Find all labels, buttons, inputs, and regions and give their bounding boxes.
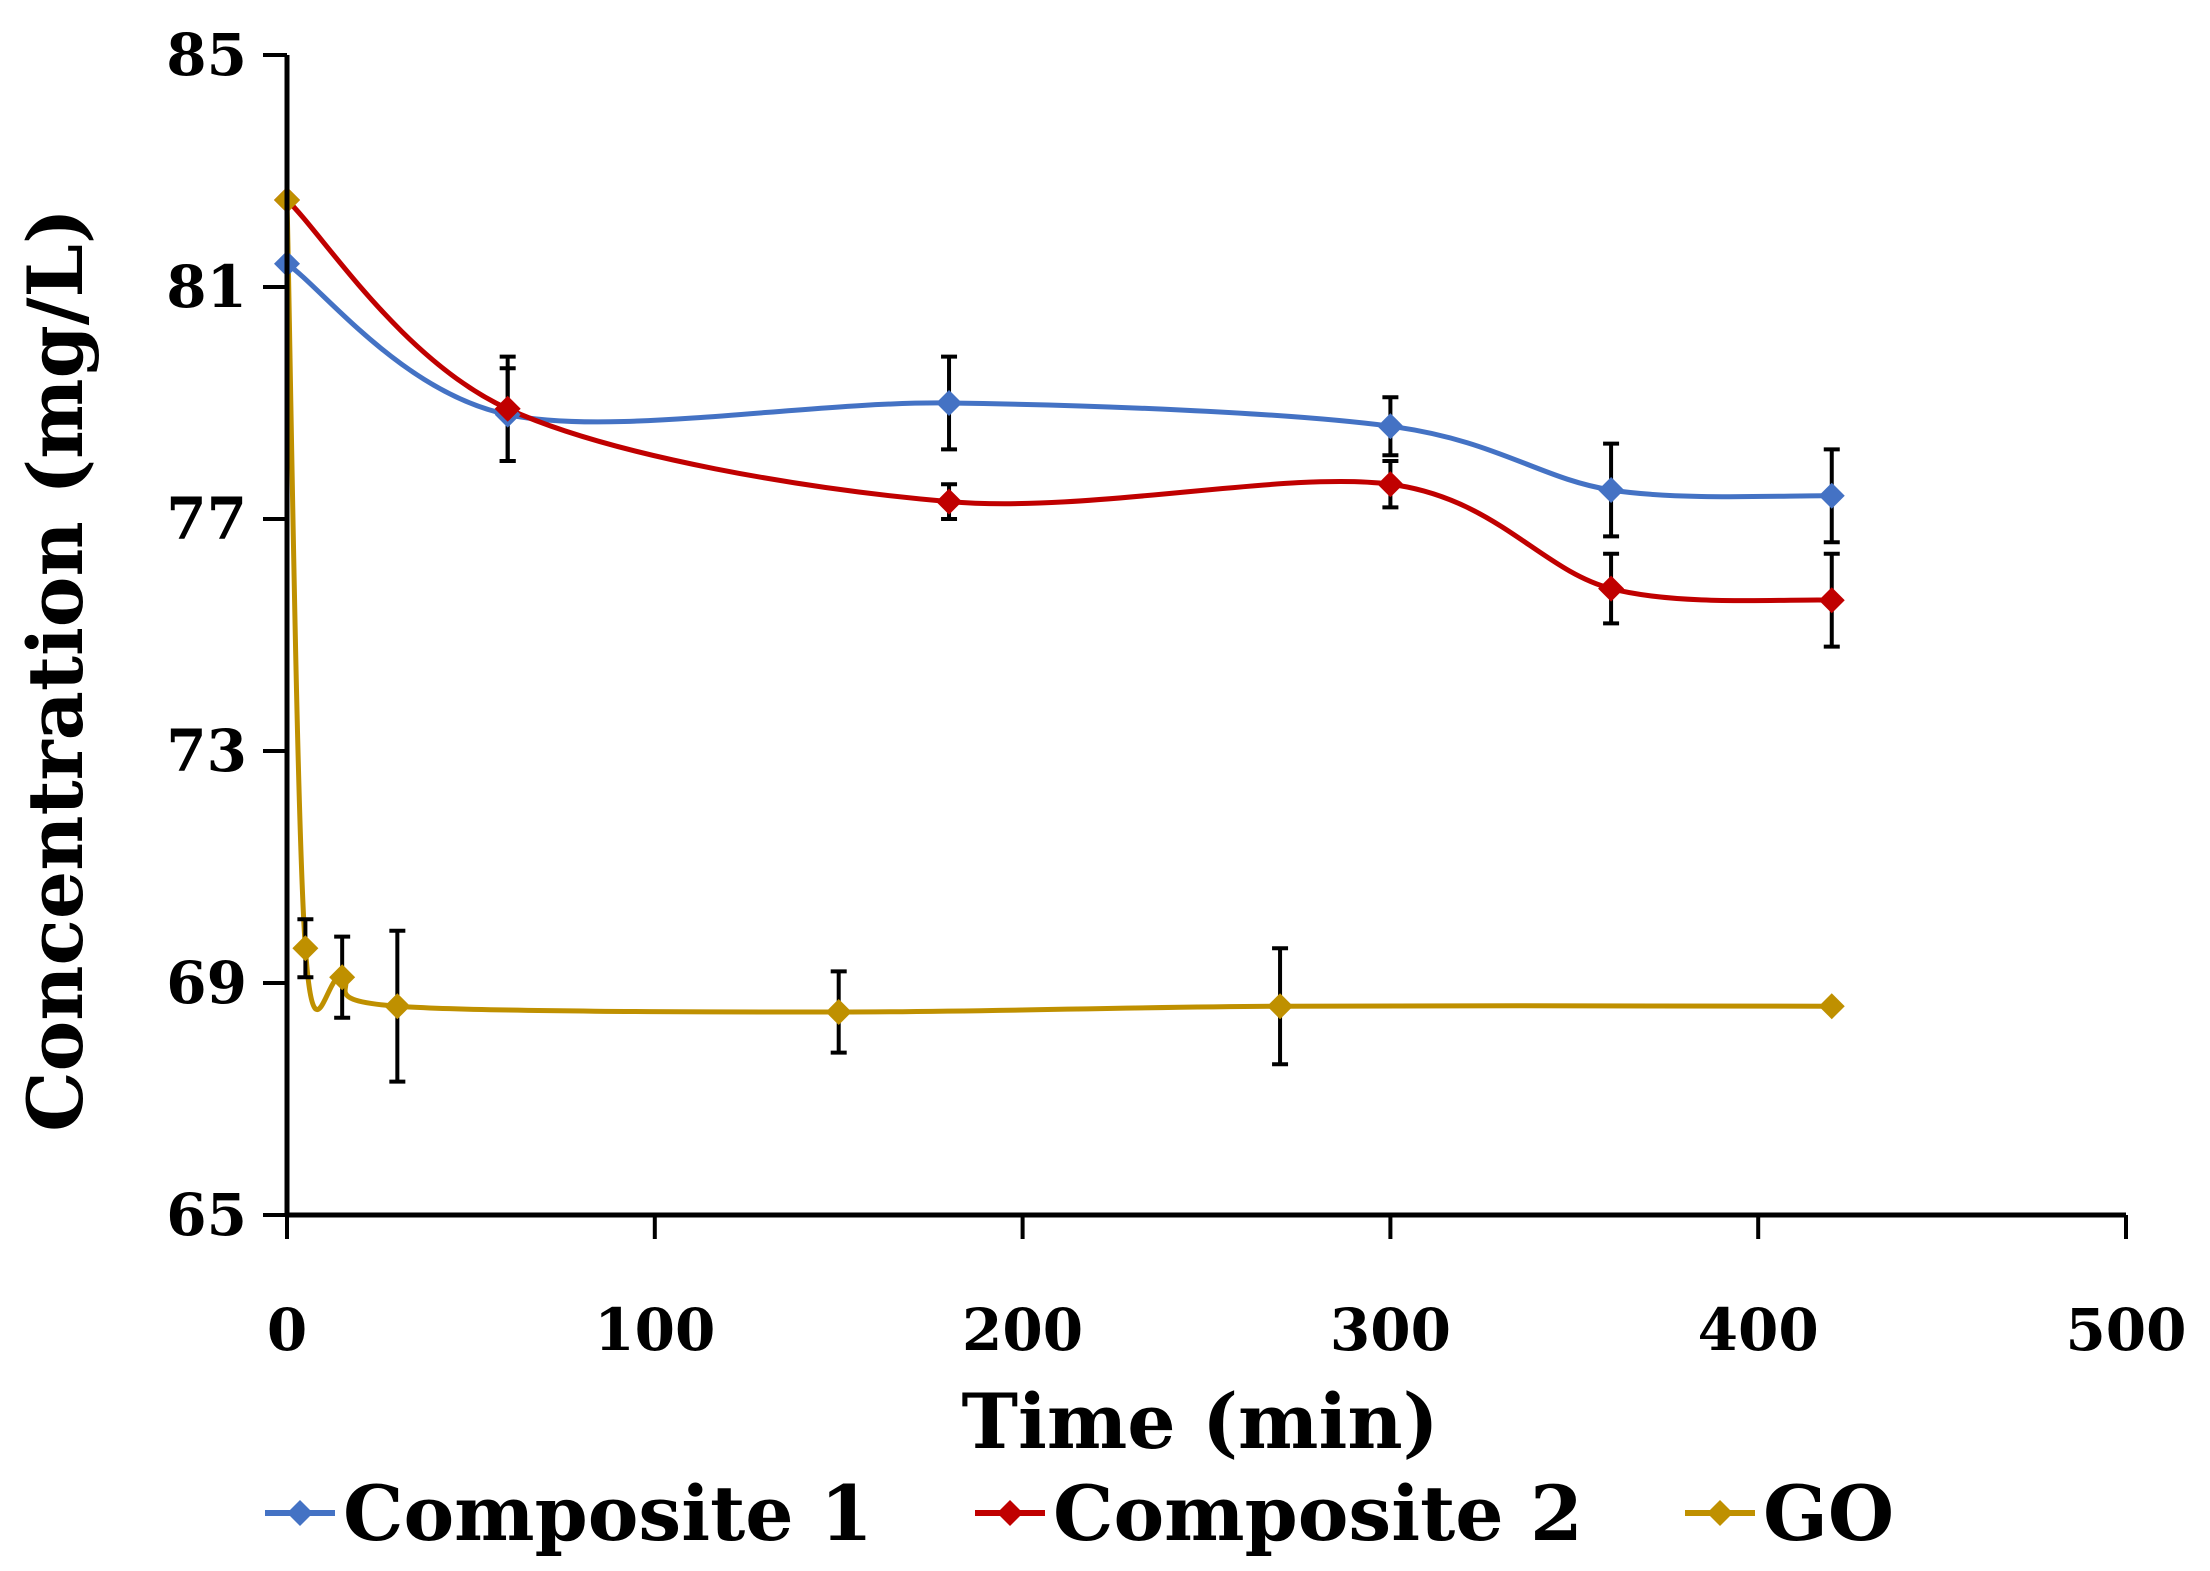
line-composite-2 [285,198,1832,604]
y-tick-label: 65 [166,1181,247,1249]
line-composite-1 [285,261,1832,500]
point-go [329,964,356,991]
x-axis-title: Time (min) [961,1377,1438,1466]
series-lines [284,198,1832,1015]
point-composite-1 [1377,413,1404,440]
legend-swatch-marker [997,1500,1023,1526]
legend-label: Composite 2 [1053,1469,1583,1558]
point-go [825,999,852,1025]
y-tick-label: 85 [166,21,247,89]
point-composite-2 [1598,575,1625,602]
point-go [292,935,319,962]
series-layer [274,187,1845,1084]
point-composite-1 [936,390,963,416]
legend-item-composite-1: Composite 1 [265,1469,873,1558]
x-tick-label: 500 [2065,1296,2186,1364]
axes-layer [284,55,2126,1218]
x-tick-label: 300 [1330,1296,1451,1364]
point-composite-1 [1598,477,1625,503]
x-tick-label: 100 [594,1296,715,1364]
point-composite-1 [1818,482,1845,509]
legend-swatch-marker [1707,1500,1733,1526]
legend-swatch-marker [287,1500,313,1526]
point-composite-2 [936,488,963,515]
point-composite-2 [1818,587,1845,614]
legend-label: Composite 1 [343,1469,873,1558]
y-tick-label: 77 [166,485,247,553]
point-go [1818,993,1845,1020]
legend-label: GO [1763,1469,1894,1558]
line-go [284,199,1832,1015]
y-tick-label: 73 [166,717,247,785]
point-composite-2 [494,395,521,422]
point-go [384,993,411,1020]
x-tick-label: 200 [962,1296,1083,1364]
point-go [1267,993,1294,1020]
ticks-layer: 65 69 73 77 81 85 0 100 200 300 400 500 [166,21,2186,1364]
point-composite-2 [1377,471,1404,498]
error-bars [297,354,1840,1084]
y-tick-label: 81 [166,253,247,321]
series-markers [274,187,1845,1025]
legend: Composite 1 Composite 2 GO [265,1469,1894,1558]
legend-item-go: GO [1685,1469,1894,1558]
x-tick-label: 400 [1698,1296,1819,1364]
x-tick-label: 0 [267,1296,307,1364]
y-axis-title: Concentration (mg/L) [11,208,100,1132]
y-tick-label: 69 [166,949,247,1017]
legend-item-composite-2: Composite 2 [975,1469,1583,1558]
